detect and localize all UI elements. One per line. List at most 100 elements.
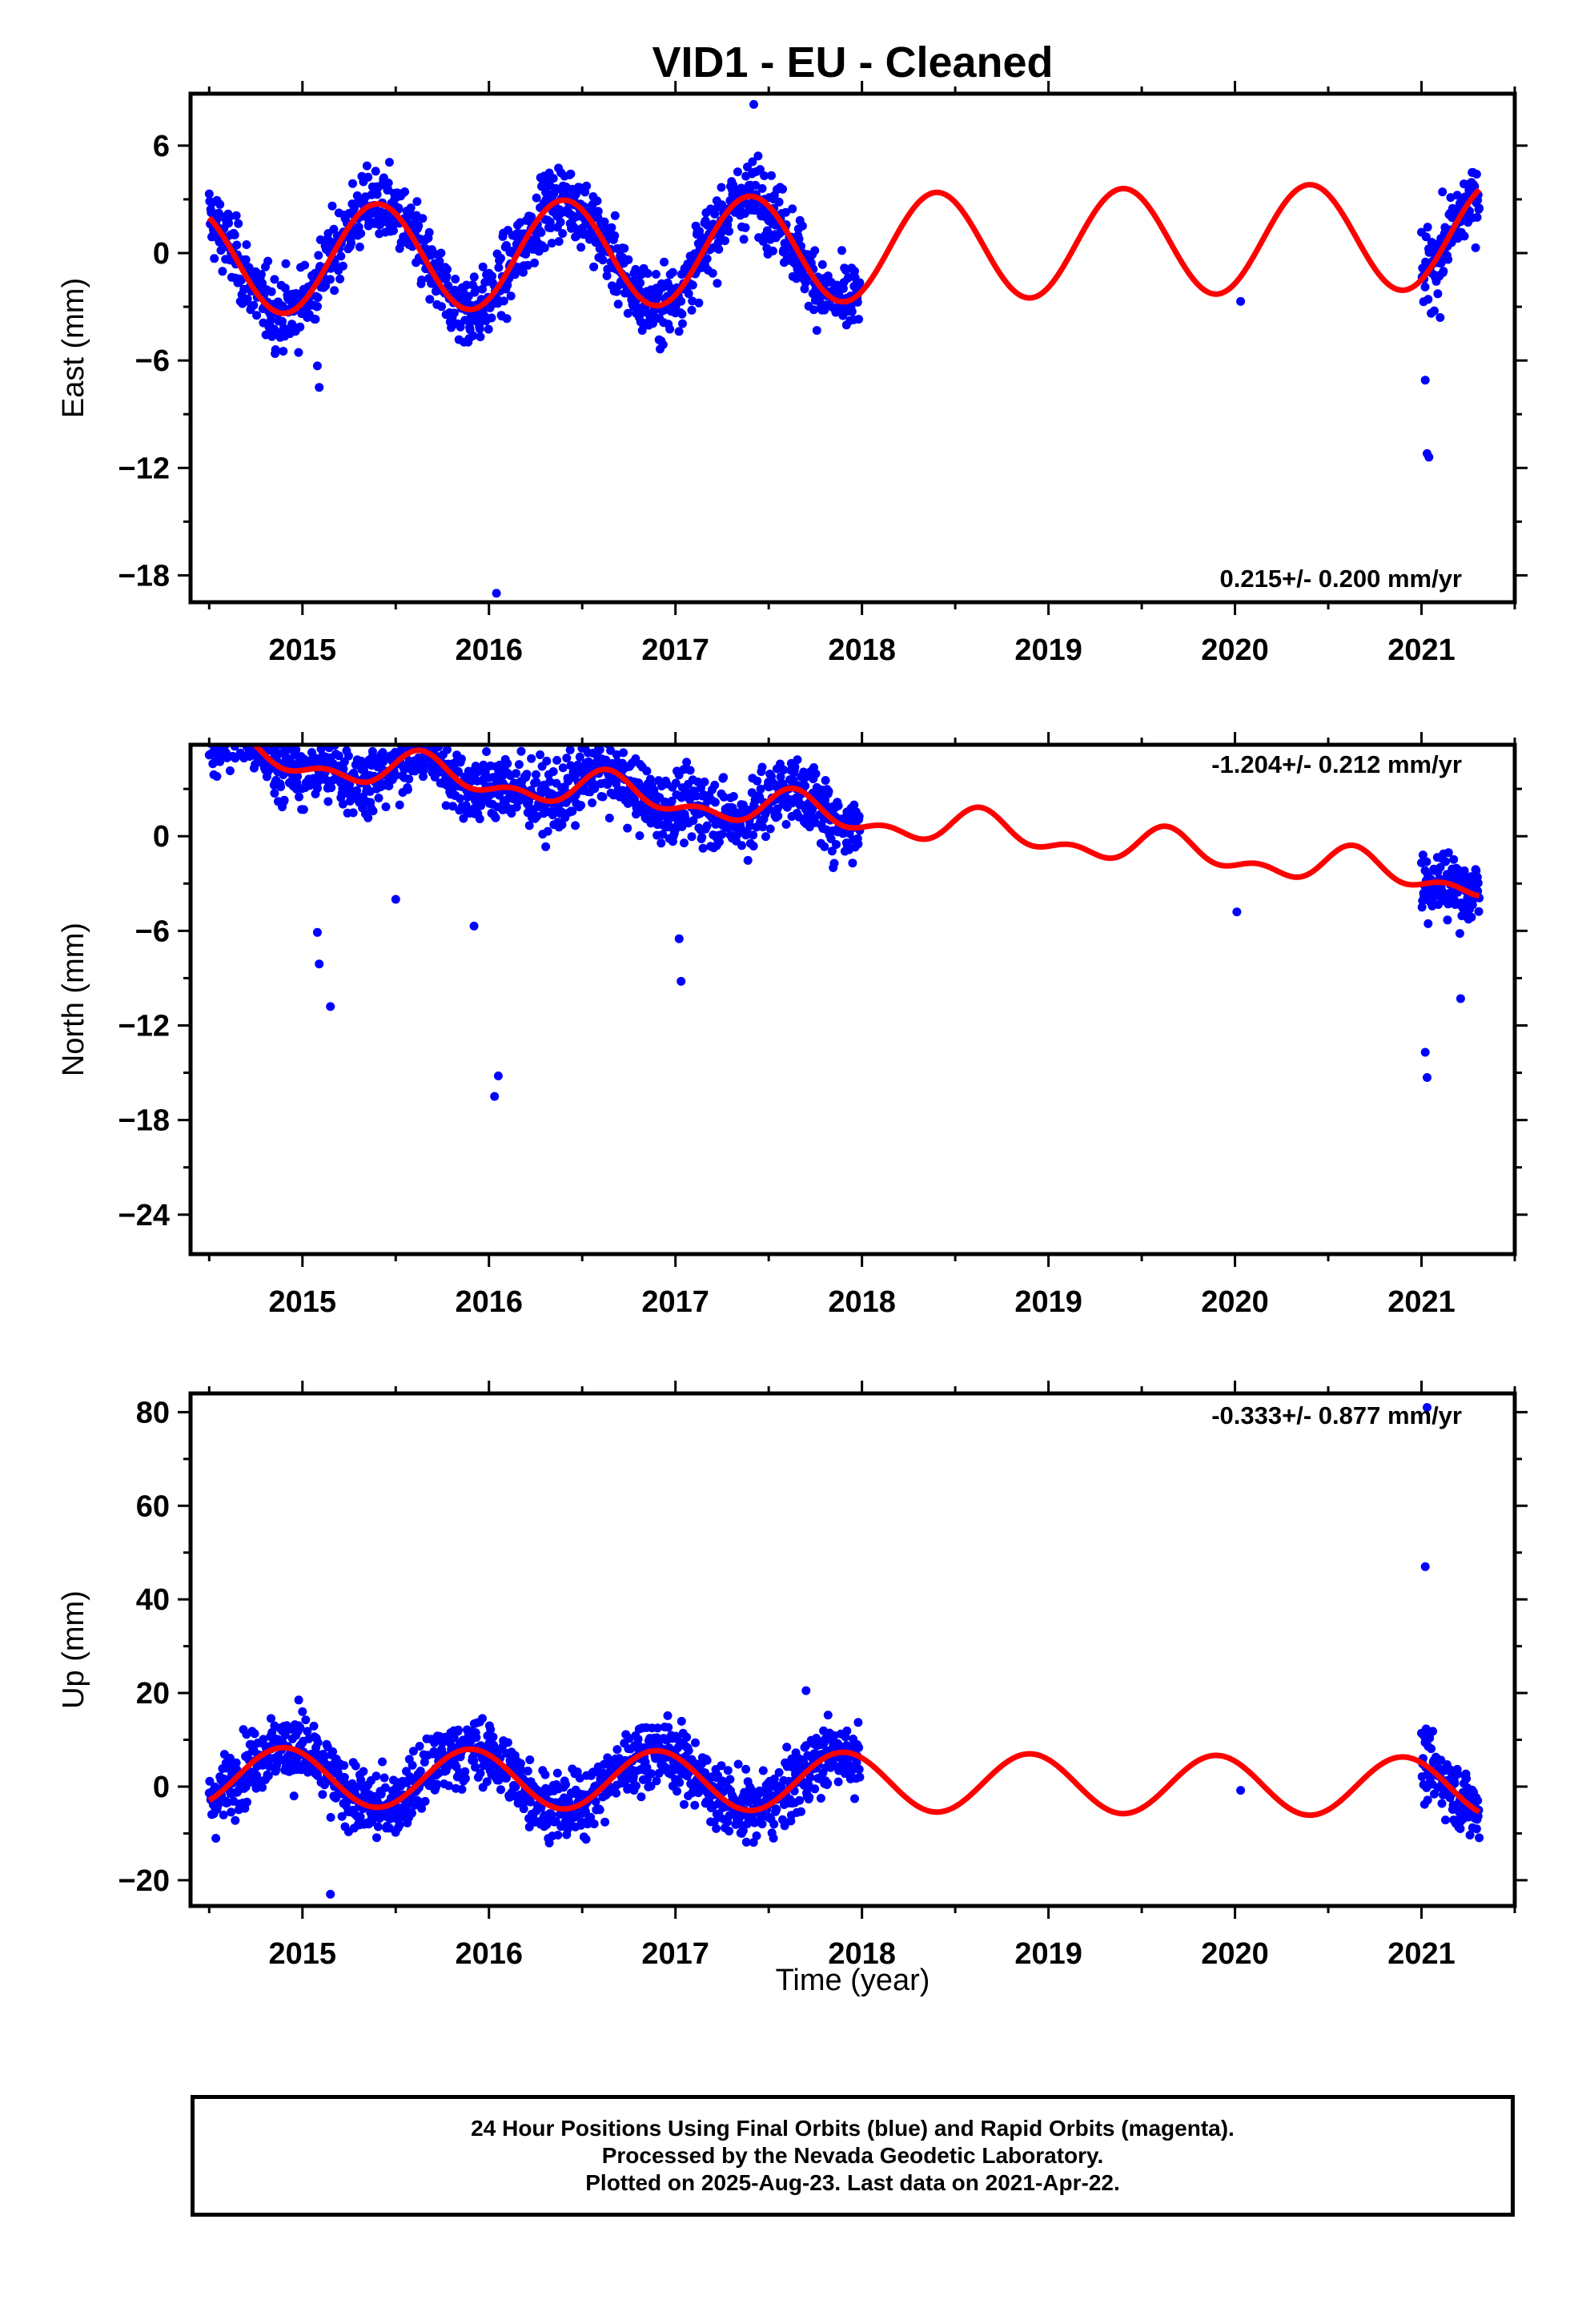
east-data-point: [418, 214, 428, 223]
east-y-tick-label: −18: [118, 559, 170, 593]
up-data-point: [525, 1755, 535, 1764]
east-data-point: [797, 221, 807, 231]
north-data-point: [228, 686, 237, 695]
east-data-point: [484, 324, 493, 334]
north-data-point: [323, 735, 331, 744]
north-data-point: [680, 838, 689, 848]
east-data-point: [329, 224, 339, 234]
footer-line-1: 24 Hour Positions Using Final Orbits (bl…: [471, 2116, 1235, 2141]
north-data-point: [211, 731, 219, 740]
east-data-point: [788, 204, 797, 214]
north-data-point: [247, 722, 256, 731]
north-data-point: [404, 774, 414, 784]
north-y-tick-label: −12: [118, 1009, 170, 1043]
east-data-point: [362, 161, 371, 171]
east-data-point: [760, 171, 769, 180]
east-data-point: [442, 271, 452, 281]
north-data-point: [811, 769, 821, 778]
north-data-point: [227, 730, 235, 738]
up-x-tick-label: 2016: [455, 1937, 523, 1971]
up-data-point: [758, 1766, 768, 1775]
north-y-tick-label: −6: [135, 915, 170, 948]
east-data-point: [678, 319, 687, 328]
north-data-point: [557, 820, 567, 830]
north-data-point: [291, 745, 301, 754]
up-data-point: [384, 1823, 394, 1833]
east-data-point: [210, 254, 219, 263]
north-data-point: [776, 772, 785, 782]
north-data-point: [1422, 857, 1431, 866]
up-data-point: [408, 1808, 416, 1818]
east-data-point: [263, 256, 273, 266]
north-data-point: [532, 770, 540, 779]
up-data-point: [805, 1792, 814, 1802]
north-data-point: [352, 786, 362, 795]
up-data-point: [326, 1812, 335, 1822]
east-data-point: [478, 262, 488, 271]
up-data-point: [589, 1819, 599, 1828]
north-data-point: [507, 809, 516, 818]
up-data-point: [723, 1766, 733, 1775]
east-data-point: [237, 275, 246, 285]
up-data-point: [855, 1772, 865, 1782]
north-data-point: [334, 751, 343, 761]
east-outlier-point: [492, 589, 501, 598]
north-data-point: [606, 746, 616, 755]
up-data-point: [461, 1774, 470, 1783]
east-data-point: [768, 246, 777, 255]
up-x-tick-label: 2021: [1387, 1937, 1456, 1971]
north-data-point: [240, 726, 249, 734]
east-data-point: [321, 281, 331, 291]
north-data-point: [558, 763, 568, 773]
east-data-point: [523, 260, 532, 270]
up-x-tick-label: 2020: [1201, 1937, 1269, 1971]
north-data-point: [702, 821, 712, 830]
north-data-point: [327, 783, 336, 793]
up-y-tick-label: 0: [153, 1771, 170, 1804]
north-data-point: [232, 706, 241, 715]
north-data-point: [743, 855, 753, 865]
up-data-point: [488, 1732, 498, 1742]
up-data-point: [795, 1795, 805, 1805]
up-data-point: [309, 1721, 319, 1731]
east-outlier-point: [1420, 376, 1430, 385]
east-data-point: [355, 242, 364, 251]
up-data-point: [231, 1758, 241, 1767]
up-outlier-point: [1420, 1562, 1430, 1571]
east-data-point: [217, 212, 227, 221]
east-data-point: [443, 264, 452, 274]
up-data-point: [259, 1735, 268, 1744]
north-data-point: [418, 726, 427, 735]
up-data-point: [328, 1747, 338, 1756]
footer-line-3: Plotted on 2025-Aug-23. Last data on 202…: [585, 2170, 1120, 2195]
north-x-tick-label: 2019: [1014, 1285, 1082, 1319]
north-data-point: [717, 830, 727, 839]
north-data-point: [295, 792, 303, 802]
east-data-point: [576, 243, 586, 252]
east-data-point: [540, 243, 549, 252]
east-data-point: [547, 239, 556, 248]
up-data-point: [359, 1767, 368, 1776]
east-data-point: [1423, 223, 1432, 232]
up-data-point: [663, 1711, 673, 1720]
north-velocity-annotation: -1.204+/- 0.212 mm/yr: [1211, 750, 1462, 778]
up-outlier-point: [801, 1686, 811, 1695]
up-data-point: [258, 1783, 267, 1792]
north-data-point: [224, 718, 233, 727]
north-data-point: [719, 773, 729, 782]
north-data-point: [656, 838, 666, 848]
east-frame: [188, 91, 1517, 605]
east-data-point: [753, 151, 763, 161]
east-data-point: [767, 171, 776, 180]
north-data-point: [234, 729, 243, 738]
east-data-point: [371, 167, 380, 176]
north-y-tick-label: −24: [118, 1199, 170, 1232]
east-plot-area: [204, 99, 1484, 598]
north-data-point: [610, 731, 619, 740]
east-data-point: [658, 340, 668, 349]
north-frame: [188, 742, 1517, 1256]
north-data-point: [604, 814, 614, 822]
east-data-point: [610, 211, 620, 220]
north-data-point: [801, 781, 810, 790]
north-data-point: [697, 833, 707, 842]
